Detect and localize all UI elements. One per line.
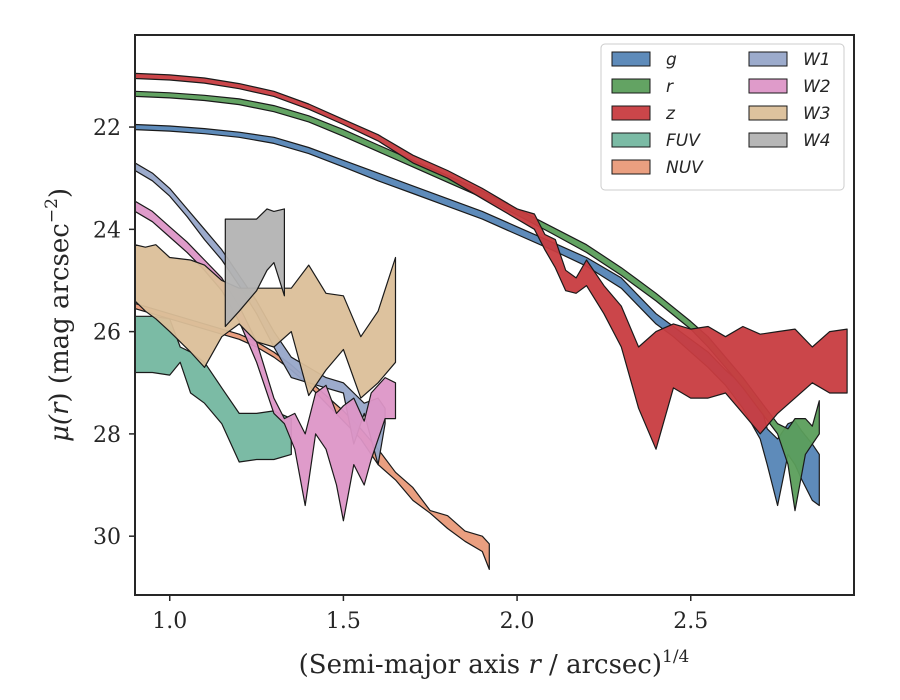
- band-fuv: [135, 315, 292, 463]
- legend-swatch-w3: [748, 105, 788, 121]
- legend-swatch-fuv: [611, 132, 651, 148]
- legend-label-w2: W2: [803, 77, 831, 97]
- y-tick-label: 26: [93, 321, 121, 346]
- x-tick-label: 1.5: [326, 609, 361, 634]
- legend-swatch-g: [611, 51, 651, 67]
- y-axis-label: μ(r) (mag arcsec−2): [42, 188, 75, 442]
- legend-label-z: z: [665, 104, 676, 124]
- x-tick-label: 2.0: [500, 609, 535, 634]
- y-tick-label: 24: [93, 218, 121, 243]
- band-z: [135, 72, 848, 450]
- x-tick-label: 1.0: [152, 609, 187, 634]
- band-g: [135, 123, 820, 507]
- legend-swatch-w1: [748, 51, 788, 67]
- legend-swatch-w4: [748, 132, 788, 148]
- legend-swatch-z: [611, 105, 651, 121]
- legend-label-r: r: [666, 77, 674, 97]
- legend-swatch-nuv: [611, 159, 651, 175]
- band-nuv: [135, 302, 490, 571]
- legend-swatch-w2: [748, 78, 788, 94]
- x-axis: 1.0 1.5 2.0 2.5: [152, 595, 708, 634]
- plot-frame: [134, 34, 855, 596]
- legend: grz FUV NUV W1 W2 W3 W4: [600, 43, 845, 191]
- y-tick-label: 28: [93, 423, 121, 448]
- legend-label-fuv: FUV: [666, 131, 701, 151]
- x-axis-label: (Semi-major axis r / arcsec)1/4: [299, 647, 690, 680]
- band-w3: [135, 244, 397, 399]
- y-axis: 22 24 26 28 30: [93, 116, 135, 550]
- band-layer: [135, 72, 848, 571]
- legend-swatch-r: [611, 78, 651, 94]
- legend-label-w4: W4: [803, 131, 831, 151]
- y-tick-label: 30: [93, 525, 121, 550]
- legend-label-nuv: NUV: [666, 158, 704, 178]
- legend-label-w1: W1: [803, 50, 831, 70]
- band-w4: [224, 208, 285, 328]
- y-tick-label: 22: [93, 116, 121, 141]
- x-tick-label: 2.5: [673, 609, 708, 634]
- legend-label-w3: W3: [803, 104, 831, 124]
- legend-label-g: g: [666, 50, 677, 70]
